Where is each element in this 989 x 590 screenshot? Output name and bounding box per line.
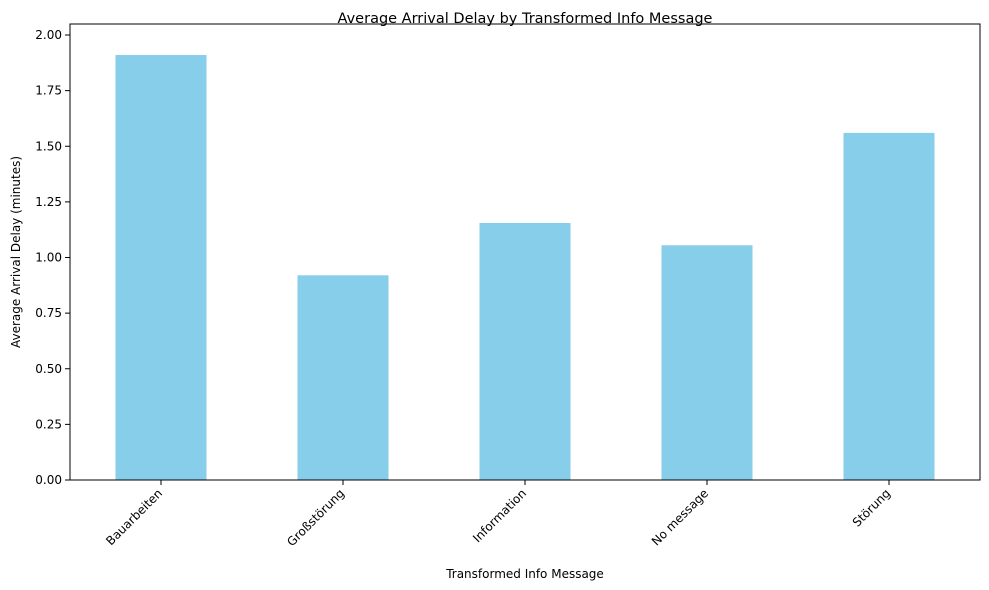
bar-3 [661, 245, 753, 480]
y-tick-label: 0.00 [35, 473, 62, 487]
bar-0 [115, 55, 207, 481]
bar-4 [843, 132, 935, 480]
y-tick-label: 1.50 [35, 139, 62, 153]
y-axis-label: Average Arrival Delay (minutes) [9, 156, 23, 348]
chart-title: Average Arrival Delay by Transformed Inf… [338, 11, 713, 27]
y-tick-label: 0.75 [35, 306, 62, 320]
bar-2 [479, 223, 571, 480]
plot-frame [69, 23, 981, 481]
x-axis-label: Transformed Info Message [445, 567, 604, 581]
y-tick-label: 1.75 [35, 84, 62, 98]
y-tick-label: 1.25 [35, 195, 62, 209]
y-axis: 0.00 0.25 0.50 0.75 1.00 1.25 1.50 1.75 2.00 [35, 28, 70, 487]
bar-1 [297, 275, 389, 480]
y-tick-label: 1.00 [35, 251, 62, 265]
bars-group [115, 55, 935, 481]
y-tick-label: 2.00 [35, 28, 62, 42]
y-tick-label: 0.25 [35, 417, 62, 431]
y-tick-label: 0.50 [35, 362, 62, 376]
